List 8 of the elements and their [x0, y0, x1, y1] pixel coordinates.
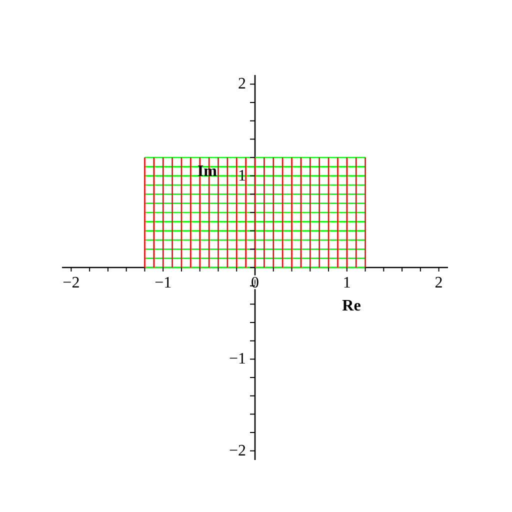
x-tick-label: 2 — [434, 274, 443, 292]
y-tick-label: −2 — [228, 442, 246, 460]
y-tick-label: −1 — [228, 350, 246, 368]
x-tick-label: 1 — [342, 274, 351, 292]
y-tick-label: 2 — [238, 76, 246, 93]
x-tick-label: −1 — [154, 274, 172, 292]
x-tick-label: −2 — [62, 274, 80, 292]
x-axis-title: Re — [342, 298, 361, 314]
